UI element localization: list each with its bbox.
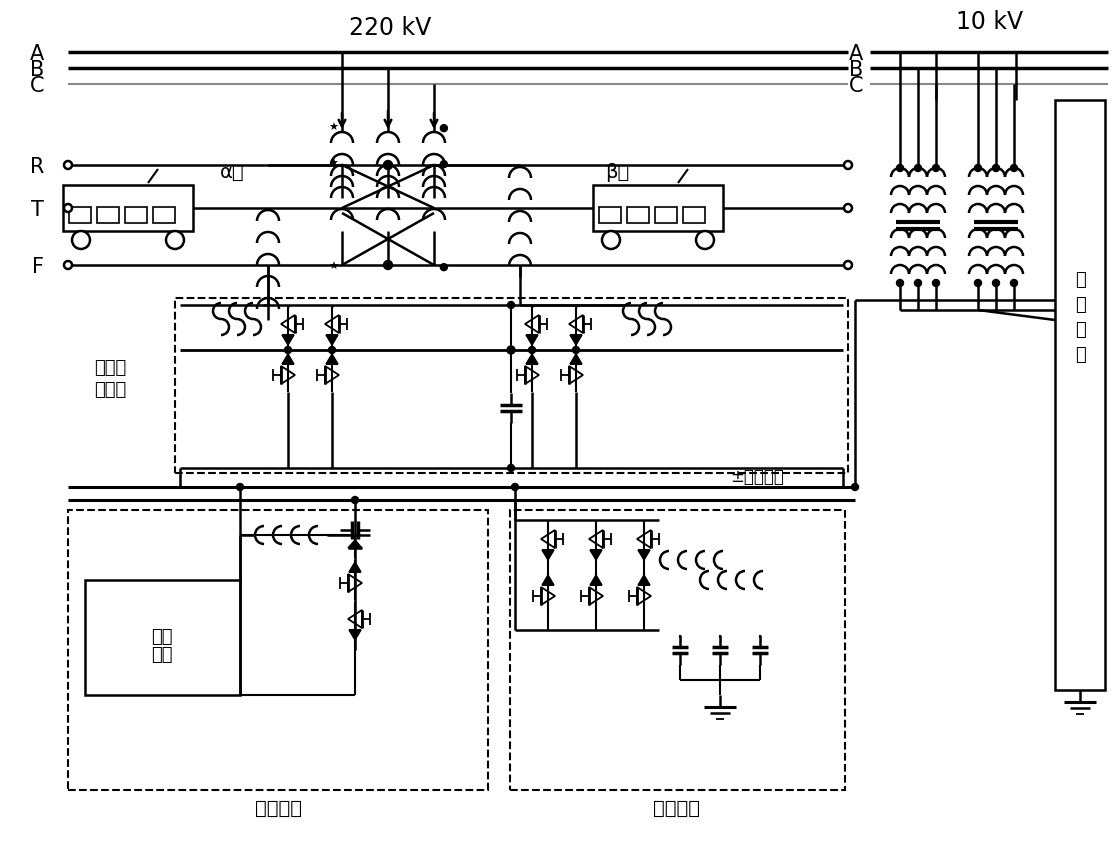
Polygon shape xyxy=(638,575,651,585)
Text: F: F xyxy=(32,257,44,277)
Text: 路: 路 xyxy=(1074,296,1085,314)
Text: ★: ★ xyxy=(328,262,338,272)
Bar xyxy=(599,207,620,223)
Bar xyxy=(593,185,723,231)
Circle shape xyxy=(507,346,515,354)
Circle shape xyxy=(844,204,852,212)
Polygon shape xyxy=(326,354,338,364)
Circle shape xyxy=(384,261,393,269)
Circle shape xyxy=(852,484,858,490)
Circle shape xyxy=(285,346,291,353)
Text: ●: ● xyxy=(438,123,448,133)
Circle shape xyxy=(993,165,1000,172)
Text: C: C xyxy=(848,76,863,96)
Polygon shape xyxy=(349,630,361,640)
Circle shape xyxy=(237,484,244,490)
Circle shape xyxy=(696,231,714,249)
Polygon shape xyxy=(349,562,361,572)
Bar xyxy=(153,207,175,223)
Circle shape xyxy=(507,464,515,472)
Text: B: B xyxy=(30,60,44,80)
Text: C: C xyxy=(30,76,44,96)
Text: 荷: 荷 xyxy=(1074,346,1085,364)
Text: 10 kV: 10 kV xyxy=(956,10,1023,34)
Bar xyxy=(175,298,848,473)
Bar xyxy=(69,207,91,223)
Circle shape xyxy=(64,204,72,212)
Text: 变流器: 变流器 xyxy=(93,381,126,399)
Text: 能馈系统: 能馈系统 xyxy=(654,798,701,817)
Text: B: B xyxy=(848,60,863,80)
Circle shape xyxy=(573,346,579,353)
Circle shape xyxy=(72,231,90,249)
Text: ★: ★ xyxy=(328,159,338,169)
Bar xyxy=(63,185,193,231)
Circle shape xyxy=(974,165,982,172)
Circle shape xyxy=(1011,279,1017,287)
Circle shape xyxy=(507,302,515,309)
Circle shape xyxy=(914,165,922,172)
Circle shape xyxy=(844,161,852,169)
Polygon shape xyxy=(526,354,538,364)
Polygon shape xyxy=(542,575,554,585)
Text: α臂: α臂 xyxy=(220,162,245,182)
Circle shape xyxy=(933,165,940,172)
Text: A: A xyxy=(30,44,44,64)
Polygon shape xyxy=(542,550,554,560)
Text: ±直流母线: ±直流母线 xyxy=(729,468,784,486)
Bar xyxy=(627,207,649,223)
Circle shape xyxy=(914,279,922,287)
Circle shape xyxy=(896,165,903,172)
Circle shape xyxy=(64,261,72,269)
Polygon shape xyxy=(570,335,582,345)
Bar xyxy=(85,580,240,695)
Bar xyxy=(683,207,705,223)
Circle shape xyxy=(384,161,393,170)
Bar xyxy=(655,207,677,223)
Circle shape xyxy=(528,346,536,353)
Text: 背靠背: 背靠背 xyxy=(93,359,126,377)
Text: 线: 线 xyxy=(1074,271,1085,289)
Polygon shape xyxy=(590,575,602,585)
Circle shape xyxy=(166,231,183,249)
Polygon shape xyxy=(348,540,363,548)
Polygon shape xyxy=(590,550,602,560)
Circle shape xyxy=(974,279,982,287)
Bar xyxy=(68,510,488,790)
Text: ●: ● xyxy=(438,262,448,272)
Polygon shape xyxy=(282,354,294,364)
Polygon shape xyxy=(282,335,294,345)
Bar xyxy=(97,207,119,223)
Text: A: A xyxy=(848,44,863,64)
Bar xyxy=(1055,100,1105,690)
Polygon shape xyxy=(526,335,538,345)
Circle shape xyxy=(933,279,940,287)
Polygon shape xyxy=(326,335,338,345)
Circle shape xyxy=(844,261,852,269)
Polygon shape xyxy=(570,354,582,364)
Text: 220 kV: 220 kV xyxy=(349,16,431,40)
Circle shape xyxy=(351,496,358,504)
Text: 介质: 介质 xyxy=(151,646,172,664)
Text: 储能系统: 储能系统 xyxy=(255,798,301,817)
Text: T: T xyxy=(31,200,44,220)
Circle shape xyxy=(64,161,72,169)
Bar xyxy=(510,510,845,790)
Circle shape xyxy=(993,279,1000,287)
Circle shape xyxy=(896,279,903,287)
Circle shape xyxy=(328,346,336,353)
Circle shape xyxy=(1011,165,1017,172)
Bar xyxy=(125,207,147,223)
Text: β臂: β臂 xyxy=(605,162,629,182)
Text: ●: ● xyxy=(438,159,448,169)
Circle shape xyxy=(602,231,620,249)
Text: 负: 负 xyxy=(1074,321,1085,339)
Polygon shape xyxy=(638,550,651,560)
Circle shape xyxy=(512,484,518,490)
Text: 储能: 储能 xyxy=(151,628,172,646)
Text: ★: ★ xyxy=(328,123,338,133)
Text: R: R xyxy=(30,157,44,177)
